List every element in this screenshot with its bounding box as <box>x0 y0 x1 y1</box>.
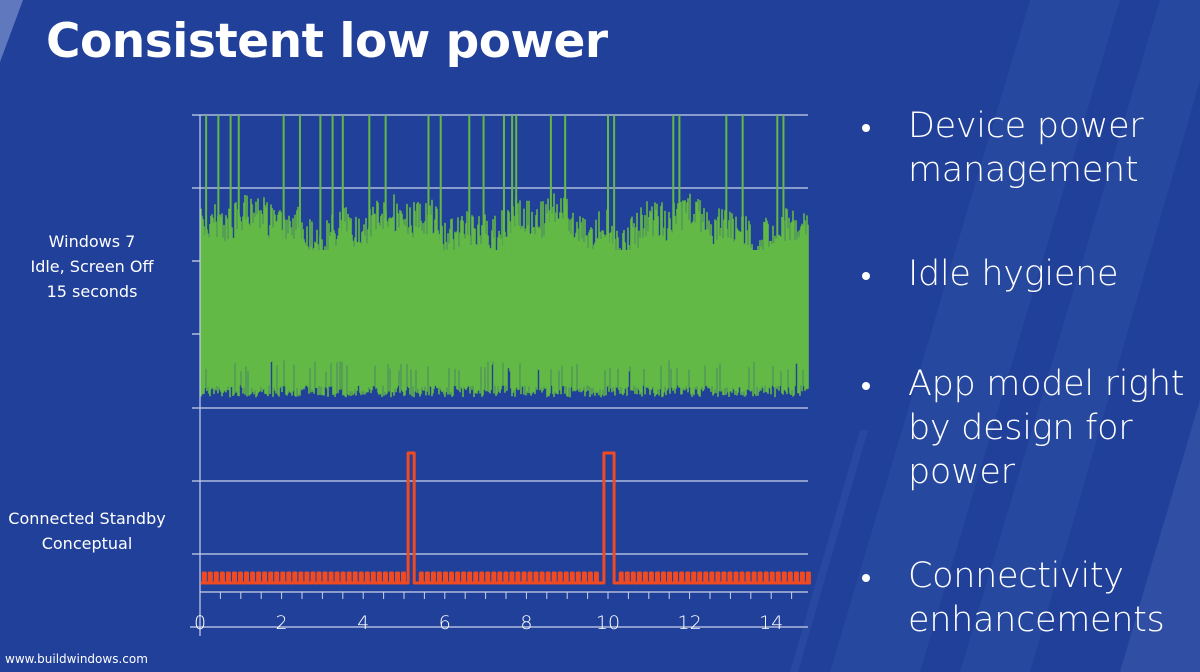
slide-title: Consistent low power <box>46 14 608 69</box>
bullet-text: Device power <box>908 106 1144 146</box>
windows7-series-label: Windows 7 Idle, Screen Off 15 seconds <box>0 229 184 304</box>
footer-url: www.buildwindows.com <box>5 652 148 666</box>
bullet-dot-icon <box>862 574 870 582</box>
label-line: Connected Standby <box>8 509 166 528</box>
bullet-device-power-management: Device power management <box>858 104 1144 192</box>
x-tick-label: 4 <box>357 612 370 634</box>
connected-standby-series-label: Connected Standby Conceptual <box>0 506 174 556</box>
x-tick-label: 6 <box>438 612 451 634</box>
bullet-dot-icon <box>862 382 870 390</box>
x-tick-label: 0 <box>193 612 207 634</box>
x-tick-label: 10 <box>595 612 621 634</box>
bullet-dot-icon <box>862 124 870 132</box>
bullet-idle-hygiene: Idle hygiene <box>858 252 1119 296</box>
bullet-text: Connectivity <box>908 556 1124 596</box>
bullet-text: App model right <box>908 364 1185 404</box>
bullet-connectivity: Connectivity enhancements <box>858 554 1165 642</box>
bullet-text: enhancements <box>908 600 1165 640</box>
x-tick-label: 2 <box>275 612 288 634</box>
label-line: 15 seconds <box>46 282 138 301</box>
bullet-text: by design for <box>908 408 1133 448</box>
chart-axes <box>190 115 808 636</box>
bullet-text: management <box>908 150 1139 190</box>
x-tick-label: 12 <box>677 612 702 634</box>
connected-standby-power-trace <box>201 451 811 585</box>
x-tick-label: 8 <box>520 612 533 634</box>
bullet-text: power <box>908 452 1015 492</box>
label-line: Idle, Screen Off <box>30 257 154 276</box>
chart-grid <box>192 114 808 555</box>
label-line: Conceptual <box>41 534 133 553</box>
bullet-app-model: App model right by design for power <box>858 362 1184 494</box>
windows7-power-trace <box>200 115 809 398</box>
label-line: Windows 7 <box>48 232 136 251</box>
bullet-text: Idle hygiene <box>908 254 1119 294</box>
bullet-dot-icon <box>862 272 870 280</box>
x-tick-label: 14 <box>759 612 784 634</box>
